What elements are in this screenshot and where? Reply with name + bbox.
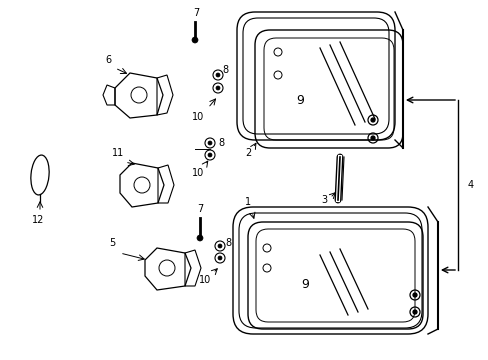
Text: 4: 4 (467, 180, 473, 190)
Circle shape (370, 136, 374, 140)
Text: 3: 3 (320, 195, 326, 205)
Circle shape (207, 141, 212, 145)
Circle shape (192, 37, 198, 43)
Text: 12: 12 (32, 215, 44, 225)
Circle shape (216, 86, 220, 90)
Text: 7: 7 (192, 8, 199, 18)
Circle shape (370, 118, 374, 122)
Text: 8: 8 (222, 65, 228, 75)
Text: 7: 7 (197, 204, 203, 214)
Text: 2: 2 (244, 148, 251, 158)
Circle shape (197, 235, 203, 241)
Text: 10: 10 (191, 168, 203, 178)
Text: 10: 10 (199, 275, 211, 285)
Circle shape (412, 310, 416, 314)
Text: 8: 8 (224, 238, 231, 248)
Text: 8: 8 (218, 138, 224, 148)
Circle shape (207, 153, 212, 157)
Text: 1: 1 (244, 197, 250, 207)
Text: 6: 6 (105, 55, 111, 65)
Text: 9: 9 (301, 279, 308, 292)
Text: 5: 5 (109, 238, 115, 248)
Circle shape (216, 73, 220, 77)
Circle shape (412, 293, 416, 297)
Text: 10: 10 (191, 112, 203, 122)
Circle shape (218, 256, 222, 260)
Circle shape (218, 244, 222, 248)
Text: 9: 9 (295, 94, 304, 107)
Text: 11: 11 (112, 148, 124, 158)
